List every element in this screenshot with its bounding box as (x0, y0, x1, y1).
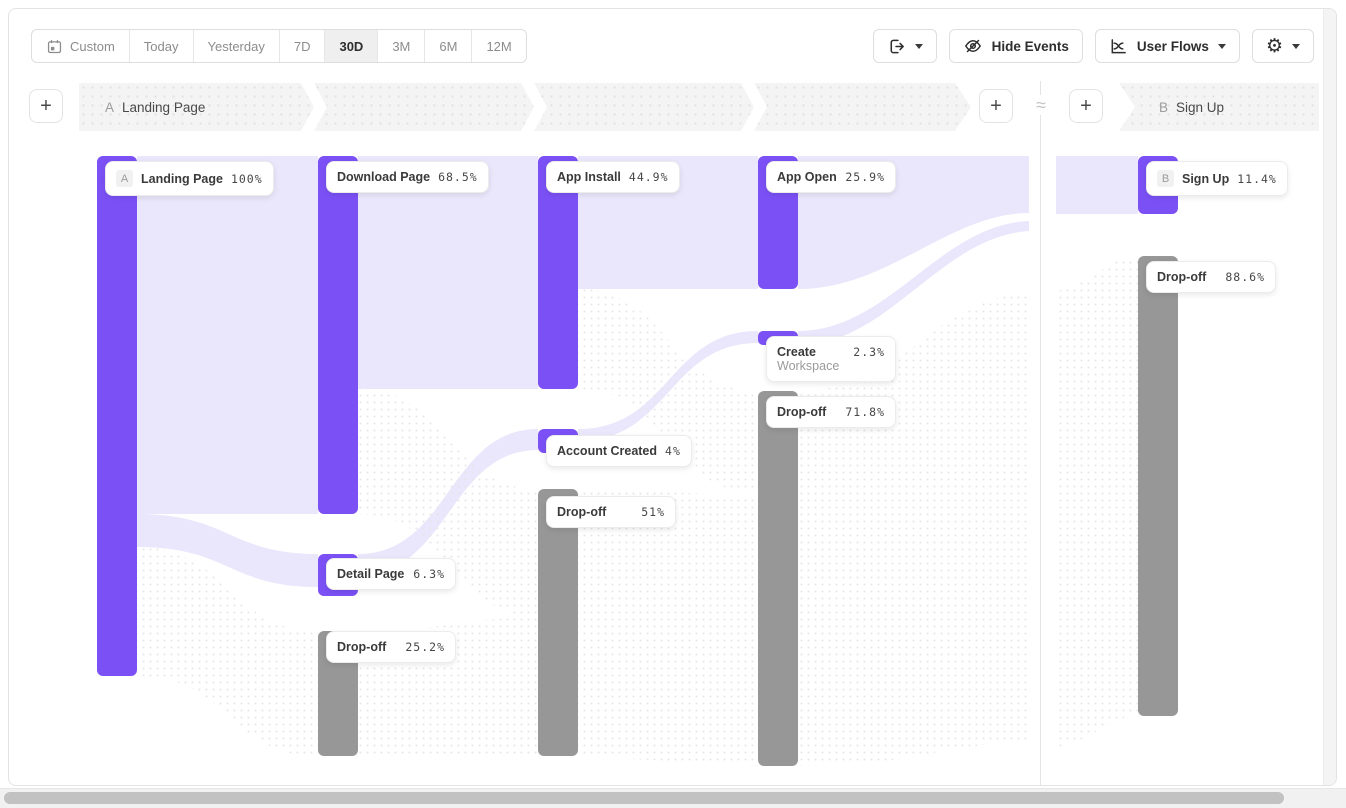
ribbon-create-workspace-to-edge (798, 221, 1029, 345)
step-chevron-icon (301, 83, 327, 131)
node-label-detail-page[interactable]: Detail Page 6.3% (326, 558, 456, 590)
flow-a-letter: A (105, 99, 115, 115)
node-label-drop-off-step3[interactable]: Drop-off 51% (546, 496, 676, 528)
add-step-button-left[interactable]: + (29, 89, 63, 123)
date-range-30d-active[interactable]: 30D (325, 30, 379, 62)
node-label-create-workspace[interactable]: Create 2.3% Workspace (766, 336, 896, 382)
sankey-node-drop-off-flow-b[interactable] (1138, 256, 1178, 716)
calendar-icon (46, 38, 63, 55)
date-range-3m[interactable]: 3M (378, 30, 426, 62)
horizontal-scrollbar-track[interactable] (0, 788, 1346, 808)
settings-button[interactable]: ⚙ (1251, 29, 1314, 63)
export-button[interactable] (872, 29, 937, 63)
flows-section-divider (1040, 81, 1041, 785)
sankey-node-landing-page[interactable] (97, 156, 137, 676)
caret-down-icon[interactable] (1217, 43, 1226, 49)
date-range-custom[interactable]: Custom (32, 30, 130, 62)
node-label-sign-up[interactable]: B Sign Up 11.4% (1146, 161, 1288, 196)
node-label-account-created[interactable]: Account Created 4% (546, 435, 692, 467)
hide-events-button[interactable]: Hide Events (948, 29, 1083, 63)
ribbon-landing-to-detail (137, 514, 318, 587)
date-range-selector: Custom Today Yesterday 7D 30D 3M 6M 12M (31, 29, 527, 63)
date-range-6m[interactable]: 6M (425, 30, 473, 62)
ribbon-download-to-app-install (358, 156, 538, 389)
horizontal-scrollbar-thumb[interactable] (4, 792, 1284, 804)
ribbon-landing-to-dropoff (137, 547, 318, 756)
flows-canvas: A Landing Page 100% Download Page 68.5% … (9, 9, 1336, 785)
flow-a-badge: A (116, 170, 133, 187)
view-mode-label: User Flows (1136, 38, 1209, 54)
flows-chart-icon (1109, 37, 1128, 56)
flow-b-title: Sign Up (1176, 99, 1225, 115)
date-range-today[interactable]: Today (130, 30, 194, 62)
step-chevron-icon (741, 83, 767, 131)
date-range-12m[interactable]: 12M (486, 38, 512, 54)
ribbon-edge-to-sign-up (1056, 156, 1138, 214)
flow-b-badge: B (1157, 170, 1174, 187)
add-step-button-flow-b-start[interactable]: + (1069, 89, 1103, 123)
flow-a-step-bar[interactable]: A Landing Page (79, 83, 971, 131)
node-label-download-page[interactable]: Download Page 68.5% (326, 161, 489, 193)
user-flows-panel: Custom Today Yesterday 7D 30D 3M 6M 12M (8, 8, 1337, 786)
ribbon-download-to-dropoff (358, 389, 538, 616)
step-chevron-icon (521, 83, 547, 131)
sankey-node-download-page[interactable] (318, 156, 358, 514)
node-label-landing-page[interactable]: A Landing Page 100% (105, 161, 274, 196)
node-label-drop-off-step2[interactable]: Drop-off 25.2% (326, 631, 456, 663)
date-range-yesterday[interactable]: Yesterday (194, 30, 280, 62)
hide-events-label: Hide Events (991, 38, 1069, 54)
view-mode-button[interactable]: User Flows (1094, 29, 1240, 63)
caret-down-icon[interactable] (914, 43, 923, 49)
date-range-7d[interactable]: 7D (280, 30, 326, 62)
ribbon-landing-to-download (137, 156, 318, 514)
toolbar: Custom Today Yesterday 7D 30D 3M 6M 12M (31, 29, 1314, 63)
eye-off-icon (963, 36, 983, 56)
vertical-scrollbar-track[interactable] (1323, 9, 1336, 785)
sankey-node-drop-off-step3[interactable] (538, 489, 578, 756)
toolbar-actions: Hide Events User Flows ⚙ (872, 29, 1314, 63)
ribbon-dropoff3-to-dropoff4 (578, 489, 758, 766)
sankey-node-drop-off-step4[interactable] (758, 391, 798, 766)
add-step-button-flow-a-end[interactable]: + (979, 89, 1013, 123)
node-label-drop-off-step4[interactable]: Drop-off 71.8% (766, 396, 896, 428)
date-range-label: Custom (70, 38, 115, 54)
sankey-node-app-install[interactable] (538, 156, 578, 389)
ribbon-edge-to-dropoff-b (1056, 256, 1138, 747)
caret-down-icon[interactable] (1292, 43, 1300, 49)
ribbon-app-install-to-dropoff (578, 289, 758, 493)
sankey-ribbons (137, 156, 1138, 766)
node-label-app-install[interactable]: App Install 44.9% (546, 161, 680, 193)
flow-b-step-bar[interactable]: B Sign Up (1119, 83, 1319, 131)
gear-icon: ⚙ (1265, 34, 1283, 57)
node-label-drop-off-flow-b[interactable]: Drop-off 88.6% (1146, 261, 1276, 293)
export-icon (887, 37, 906, 56)
flow-a-title: Landing Page (122, 99, 206, 115)
node-label-app-open[interactable]: App Open 25.9% (766, 161, 896, 193)
approx-symbol: ≈ (1031, 95, 1051, 115)
flow-b-letter: B (1159, 99, 1169, 115)
